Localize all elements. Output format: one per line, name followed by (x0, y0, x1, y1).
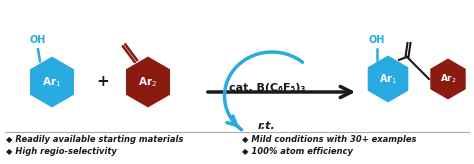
Polygon shape (431, 60, 465, 98)
Polygon shape (369, 57, 407, 101)
Text: cat. B(C₆F₅)₃: cat. B(C₆F₅)₃ (229, 83, 305, 93)
Text: Ar$_2$: Ar$_2$ (138, 75, 157, 89)
Text: ◆ High regio-selectivity: ◆ High regio-selectivity (6, 146, 117, 155)
Text: Ar$_1$: Ar$_1$ (42, 75, 62, 89)
Text: ◆ 100% atom efficiency: ◆ 100% atom efficiency (242, 146, 353, 155)
Text: OH: OH (369, 35, 385, 45)
Text: r.t.: r.t. (258, 121, 276, 131)
Polygon shape (31, 58, 73, 106)
Polygon shape (127, 58, 169, 106)
Text: ◆ Readily available starting materials: ◆ Readily available starting materials (6, 135, 183, 144)
Text: ◆ Mild conditions with 30+ examples: ◆ Mild conditions with 30+ examples (242, 135, 417, 144)
Text: OH: OH (30, 35, 46, 45)
Text: Ar$_1$: Ar$_1$ (379, 72, 397, 86)
Text: Ar$_2$: Ar$_2$ (439, 73, 456, 85)
Text: +: + (97, 74, 109, 90)
